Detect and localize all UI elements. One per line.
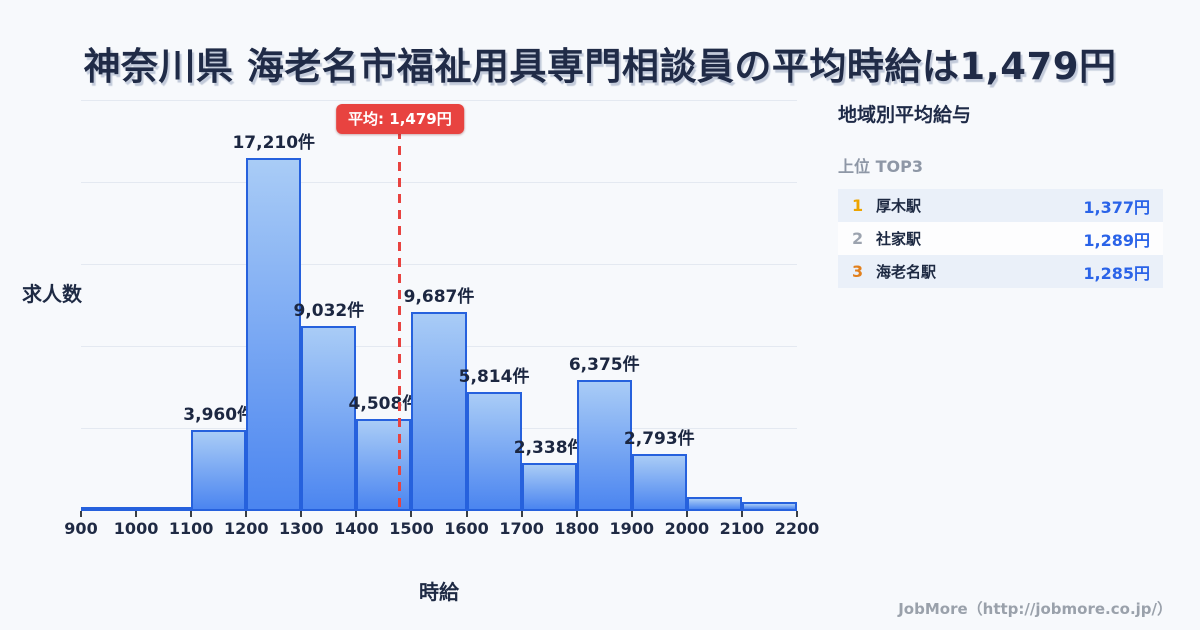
histogram-bar [631,453,687,511]
y-axis-label: 求人数 [22,282,82,306]
x-axis-tick [465,511,468,517]
bar-value-label: 9,687件 [403,287,475,308]
x-axis-tick-label: 1500 [389,519,434,538]
bar-value-label: 2,338件 [513,438,585,459]
x-axis-tick-label: 1100 [168,519,214,538]
x-axis-tick-label: 1200 [223,519,269,538]
histogram-bar [411,312,467,511]
top3-table: 1 厚木駅 1,377円 2 社家駅 1,289円 3 海老名駅 1,285円 [838,189,1163,288]
x-axis-tick-label: 1900 [609,519,655,538]
bar-value-label: 17,210件 [232,133,316,154]
x-axis-tick-label: 900 [64,519,98,538]
x-axis-tick-label: 1800 [554,519,599,538]
bar-value-label: 2,793件 [623,428,695,449]
bar-value-label: 9,032件 [293,300,365,321]
histogram-bar [521,463,577,511]
x-axis-tick [410,511,413,517]
histogram-bar [136,506,192,511]
sidebar-subtitle: 上位 TOP3 [838,157,923,176]
top3-row: 2 社家駅 1,289円 [838,222,1163,255]
histogram-bar [686,496,742,511]
average-badge: 平均: 1,479円 [336,104,464,134]
x-axis-tick-label: 1600 [444,519,489,538]
x-axis-tick [630,511,633,517]
x-axis-tick-label: 1300 [279,519,324,538]
x-axis-tick [796,511,798,517]
histogram-bar [466,391,522,511]
x-axis-tick [520,511,523,517]
station-salary: 1,289円 [1083,230,1150,250]
histogram: 3,960件 17,210件 9,032件 4,508件 9,687件 5,814件 2,3… [64,100,819,538]
histogram-bar [81,507,137,511]
histogram-bar [301,325,357,511]
rank-number: 1 [852,196,864,215]
x-axis-tick-label: 1000 [113,519,159,538]
top3-row: 3 海老名駅 1,285円 [838,255,1163,288]
histogram-bar [191,429,247,511]
station-salary: 1,377円 [1083,197,1150,217]
x-axis-tick [135,511,138,517]
bar-value-label: 4,508件 [348,393,420,414]
x-axis-tick [190,511,193,517]
x-axis-tick [355,511,358,517]
histogram-bar [356,418,412,511]
x-axis-tick [245,511,248,517]
page-title: 神奈川県 海老名市福祉用具専門相談員の平均時給は1,479円 [83,45,1117,88]
x-axis-tick-label: 2000 [664,519,710,538]
rank-number: 3 [852,262,864,281]
bar-value-label: 6,375件 [568,355,640,376]
station-name: 海老名駅 [876,263,937,281]
station-name: 厚木駅 [876,197,922,215]
histogram-bar [741,502,797,511]
histogram-bar [246,158,302,511]
bar-value-label: 3,960件 [183,404,255,425]
footer-credit: JobMore（http://jobmore.co.jp/） [898,600,1172,618]
gridline [81,100,797,101]
average-line [398,130,402,511]
top3-row: 1 厚木駅 1,377円 [838,189,1163,222]
x-axis-tick-label: 1400 [334,519,379,538]
rank-number: 2 [852,229,864,248]
gridline [81,264,797,265]
histogram-bar [576,380,632,511]
gridline [81,182,797,183]
x-axis-tick [575,511,578,517]
x-axis-tick [300,511,303,517]
station-salary: 1,285円 [1083,263,1150,283]
regional-salary-panel: 地域別平均給与 上位 TOP3 1 厚木駅 1,377円 2 社家駅 1,289円 3 海老名… [838,100,1163,288]
x-axis-tick [80,511,82,517]
bar-value-label: 5,814件 [458,366,530,387]
x-axis-label: 時給 [419,580,459,604]
sidebar-title: 地域別平均給与 [838,104,972,126]
x-axis-tick-label: 1700 [499,519,544,538]
x-axis-tick [685,511,688,517]
x-axis-tick-label: 2200 [774,519,820,538]
x-axis-tick-label: 2100 [719,519,765,538]
x-axis-tick [740,511,743,517]
station-name: 社家駅 [876,230,922,248]
